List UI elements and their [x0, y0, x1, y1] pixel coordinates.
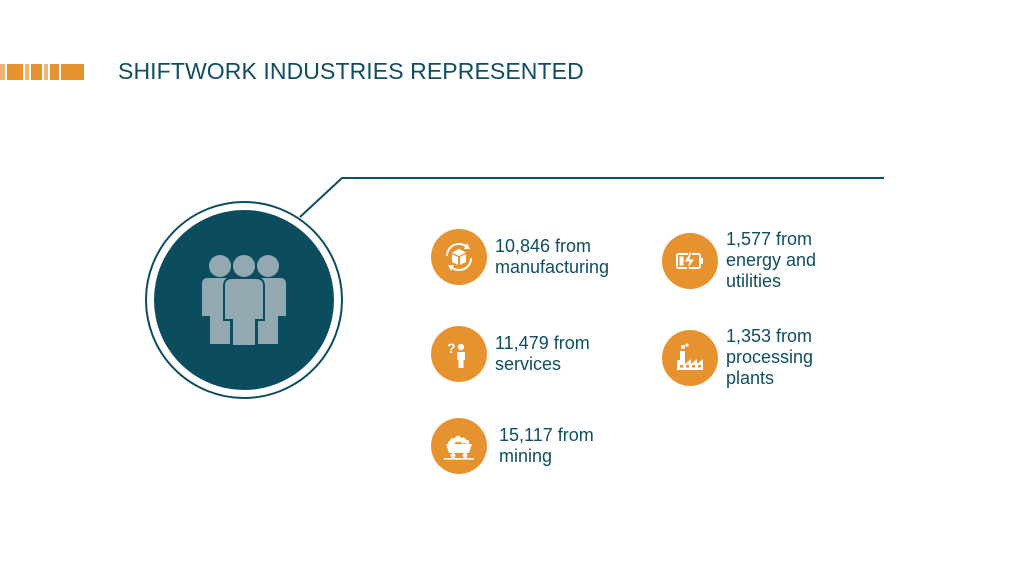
stat-value-line: 1,577 from — [726, 229, 813, 249]
stat-value-line: 10,846 from — [495, 236, 592, 256]
factory-icon — [662, 329, 718, 386]
svg-text:?: ? — [447, 340, 456, 356]
stat-processing-plants: 1,353 from processing plants — [662, 326, 876, 389]
stat-label-line: utilities — [726, 271, 782, 291]
stat-label-line: mining — [499, 446, 553, 466]
stat-manufacturing: 10,846 from manufacturing — [431, 229, 645, 285]
stat-value-line: 15,117 from — [499, 425, 594, 445]
stat-label-line: services — [495, 354, 562, 374]
stat-mining: 15,117 from mining — [431, 418, 649, 474]
stat-label-line: plants — [726, 368, 775, 388]
recycle-box-icon — [431, 229, 487, 285]
mine-cart-icon — [431, 418, 487, 474]
stat-value-line: 11,479 from — [495, 333, 590, 353]
brand-stripe-logo — [0, 64, 84, 80]
stat-label-line: manufacturing — [495, 257, 610, 277]
stat-label-line: energy and — [726, 250, 817, 270]
stat-services: ? 11,479 from services — [431, 326, 645, 382]
stat-label-line: processing — [726, 347, 814, 367]
stat-value-line: 1,353 from — [726, 326, 813, 346]
people-group-icon — [145, 201, 343, 399]
stat-energy-utilities: 1,577 from energy and utilities — [662, 229, 876, 292]
page-title: SHIFTWORK INDUSTRIES REPRESENTED — [118, 58, 584, 84]
battery-charging-icon — [662, 232, 718, 289]
question-person-icon: ? — [431, 326, 487, 382]
